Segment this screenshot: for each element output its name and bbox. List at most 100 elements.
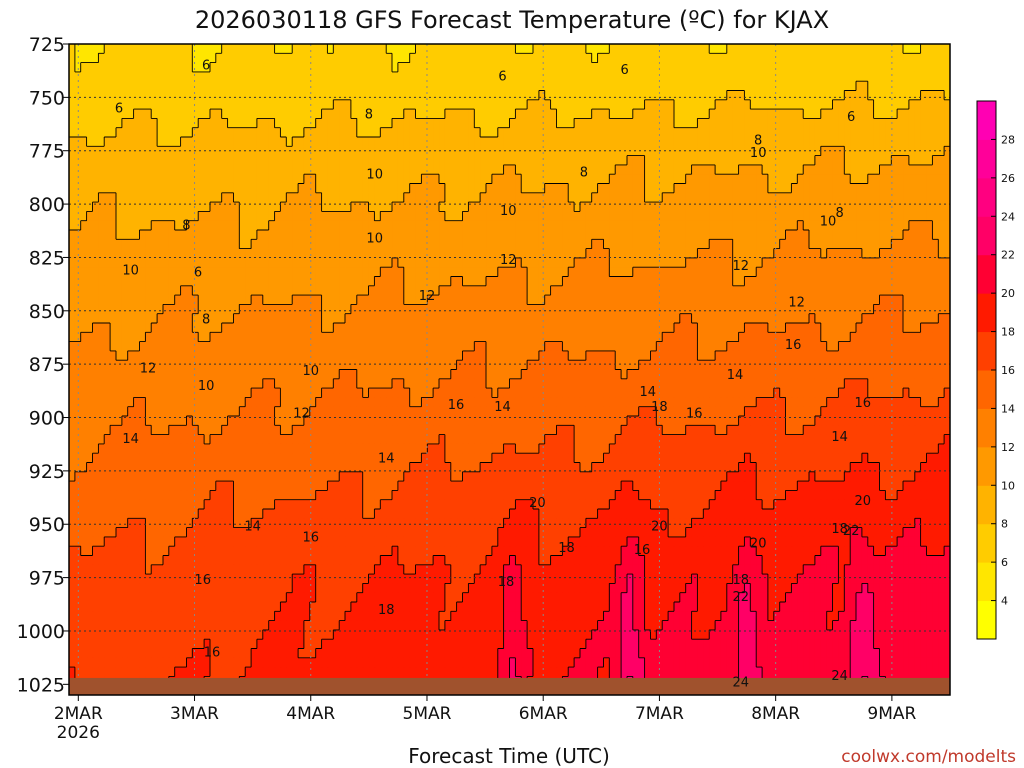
temperature-cell [444,257,452,268]
temperature-cell [239,350,246,361]
temperature-cell [856,164,863,175]
temperature-cell [515,295,522,305]
temperature-cell [773,304,781,315]
temperature-cell [333,81,340,92]
temperature-cell [844,71,851,82]
temperature-cell [409,341,417,352]
temperature-cell [632,90,640,101]
temperature-cell [121,71,129,82]
temperature-cell [474,71,481,82]
temperature-cell [585,332,593,343]
temperature-cell [168,239,176,250]
temperature-cell [785,53,793,64]
temperature-cell [268,118,276,129]
temperature-cell [544,53,552,64]
temperature-cell [638,99,646,110]
temperature-cell [820,267,828,278]
temperature-cell [157,90,164,101]
temperature-cell [345,341,352,352]
temperature-cell [345,164,352,175]
temperature-cell [762,44,769,54]
temperature-cell [380,341,387,352]
temperature-cell [468,90,475,101]
temperature-cell [885,276,892,287]
temperature-cell [650,341,657,352]
temperature-cell [668,174,675,185]
temperature-cell [139,220,146,231]
temperature-cell [192,62,199,73]
temperature-cell [403,81,411,92]
temperature-cell [726,183,734,194]
temperature-cell [685,202,693,212]
temperature-cell [756,146,763,157]
temperature-cell [392,295,399,305]
temperature-cell [814,109,822,119]
temperature-cell [844,146,851,157]
temperature-cell [832,304,839,315]
temperature-cell [891,276,898,287]
temperature-cell [668,220,675,231]
temperature-cell [856,146,863,157]
temperature-cell [262,285,270,296]
temperature-cell [626,202,634,212]
temperature-cell [115,164,123,175]
temperature-cell [474,323,481,333]
temperature-cell [350,44,358,54]
temperature-cell [162,295,170,305]
temperature-cell [256,211,264,222]
temperature-cell [86,230,94,240]
temperature-cell [262,276,270,287]
temperature-cell [785,44,793,54]
temperature-cell [867,313,875,324]
temperature-cell [256,99,264,110]
temperature-cell [121,341,129,352]
temperature-cell [527,276,534,287]
temperature-cell [251,53,258,64]
temperature-cell [233,220,240,231]
temperature-cell [544,267,552,278]
temperature-cell [879,109,886,119]
temperature-cell [421,332,428,343]
temperature-cell [256,202,264,212]
temperature-cell [462,267,469,278]
temperature-cell [368,192,376,203]
temperature-cell [856,304,863,315]
temperature-cell [856,230,863,240]
temperature-cell [879,99,886,110]
temperature-cell [591,211,599,222]
temperature-cell [174,71,182,82]
temperature-cell [903,53,910,64]
temperature-cell [908,71,916,82]
temperature-cell [444,62,452,73]
temperature-cell [151,341,158,352]
temperature-cell [69,155,76,166]
temperature-cell [104,155,111,166]
temperature-cell [621,71,628,82]
temperature-cell [732,164,740,175]
temperature-cell [274,137,282,147]
temperature-cell [468,155,475,166]
temperature-cell [104,276,111,287]
temperature-cell [339,211,346,222]
temperature-cell [908,239,916,250]
temperature-cell [873,99,881,110]
temperature-cell [738,304,746,315]
temperature-cell [227,220,235,231]
temperature-cell [80,127,88,138]
temperature-cell [638,146,646,157]
temperature-cell [591,295,599,305]
temperature-cell [309,71,317,82]
temperature-cell [74,90,82,101]
temperature-cell [568,192,575,203]
temperature-cell [873,44,881,54]
temperature-cell [380,211,387,222]
temperature-cell [245,285,252,296]
temperature-cell [433,202,440,212]
temperature-cell [456,220,464,231]
temperature-cell [145,220,152,231]
temperature-cell [98,118,105,129]
temperature-cell [879,248,886,259]
temperature-cell [685,62,693,73]
temperature-cell [703,285,710,296]
temperature-cell [550,109,558,119]
